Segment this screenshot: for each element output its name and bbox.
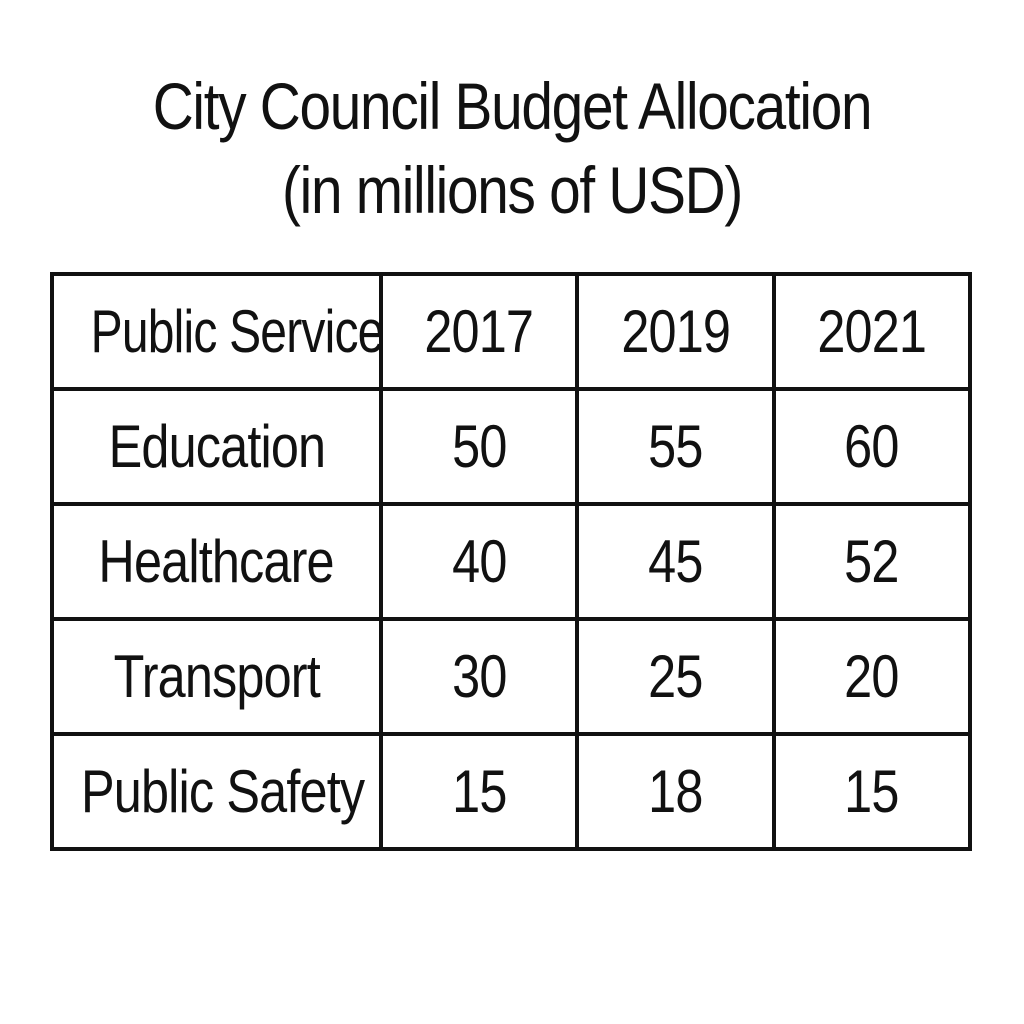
value-cell: 52 [771, 502, 973, 621]
row-label-cell: Transport [50, 617, 383, 736]
cell-value: 50 [451, 413, 507, 480]
row-label: Healthcare [98, 528, 335, 595]
value-cell: 30 [378, 617, 580, 736]
row-label: Education [108, 413, 325, 480]
value-cell: 40 [378, 502, 580, 621]
column-header-label: 2017 [424, 298, 535, 365]
cell-value: 30 [451, 643, 507, 710]
row-label-cell: Healthcare [50, 502, 383, 621]
value-cell: 45 [575, 502, 776, 621]
value-cell: 15 [771, 732, 973, 851]
row-label: Public Safety [80, 758, 365, 825]
cell-value: 25 [648, 643, 703, 710]
cell-value: 60 [844, 413, 900, 480]
cell-value: 15 [451, 758, 507, 825]
column-header-2021: 2021 [771, 272, 973, 391]
cell-value: 15 [844, 758, 900, 825]
row-label: Transport [113, 643, 320, 710]
row-label-cell: Public Safety [50, 732, 383, 851]
value-cell: 20 [771, 617, 973, 736]
value-cell: 55 [575, 387, 776, 506]
cell-value: 40 [451, 528, 507, 595]
table-row-transport: Transport 30 25 20 [50, 617, 973, 736]
column-header-2017: 2017 [378, 272, 580, 391]
value-cell: 60 [771, 387, 973, 506]
chart-subtitle: (in millions of USD) [282, 153, 743, 227]
value-cell: 25 [575, 617, 776, 736]
column-header-2019: 2019 [575, 272, 776, 391]
cell-value: 52 [844, 528, 900, 595]
row-label-cell: Education [50, 387, 383, 506]
column-header-public-service: Public Service [50, 272, 383, 391]
table-row-education: Education 50 55 60 [50, 387, 973, 506]
value-cell: 50 [378, 387, 580, 506]
cell-value: 20 [844, 643, 900, 710]
column-header-label: Public Service [90, 298, 381, 365]
budget-table: Public Service 2017 2019 2021 Education … [50, 272, 973, 851]
value-cell: 15 [378, 732, 580, 851]
table-row-healthcare: Healthcare 40 45 52 [50, 502, 973, 621]
column-header-label: 2021 [817, 298, 927, 365]
table-header-row: Public Service 2017 2019 2021 [50, 272, 973, 391]
cell-value: 55 [648, 413, 703, 480]
cell-value: 18 [648, 758, 703, 825]
table-row-public-safety: Public Safety 15 18 15 [50, 732, 973, 851]
chart-title: City Council Budget Allocation [152, 69, 873, 143]
chart-title-block: City Council Budget Allocation (in milli… [0, 64, 1024, 232]
column-header-label: 2019 [621, 298, 731, 365]
value-cell: 18 [575, 732, 776, 851]
cell-value: 45 [648, 528, 703, 595]
